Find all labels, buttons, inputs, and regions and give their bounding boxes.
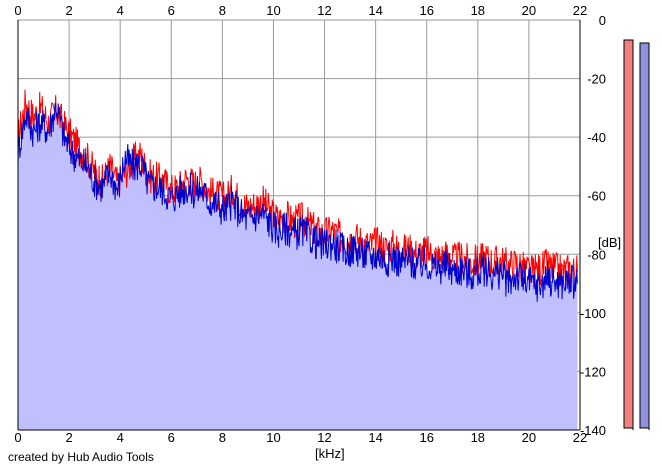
y-tick-label: -140 <box>580 423 606 438</box>
x-tick-label-top: 20 <box>522 3 536 18</box>
x-tick-label-top: 6 <box>168 3 175 18</box>
x-tick-label-top: 22 <box>573 3 587 18</box>
x-axis-top-ticks: 0 2 4 6 8 10 12 14 16 18 20 22 <box>14 3 587 18</box>
x-tick-label-bottom: 14 <box>368 430 382 445</box>
spectrum-series <box>17 89 578 302</box>
spectrum-fill <box>18 103 578 431</box>
x-tick-label-bottom: 6 <box>168 430 175 445</box>
level-meter-right <box>639 42 650 429</box>
spectrum-fill-area <box>18 103 578 431</box>
y-axis-unit-label: [dB] <box>598 235 621 250</box>
x-axis-bottom-ticks: 0 2 4 6 8 10 12 14 16 18 20 22 <box>14 430 587 445</box>
x-tick-label-top: 18 <box>471 3 485 18</box>
x-tick-label-top: 2 <box>65 3 72 18</box>
x-tick-label-bottom: 16 <box>419 430 433 445</box>
plot-axes <box>17 20 581 431</box>
x-tick-label-top: 14 <box>368 3 382 18</box>
x-tick-label-bottom: 22 <box>573 430 587 445</box>
y-tick-label: 0 <box>599 13 606 28</box>
x-tick-label-bottom: 10 <box>266 430 280 445</box>
x-tick-label-top: 8 <box>219 3 226 18</box>
y-tick-label: -40 <box>587 130 606 145</box>
x-tick-label-top: 12 <box>317 3 331 18</box>
x-tick-label-top: 0 <box>14 3 21 18</box>
level-meter-left <box>623 39 634 429</box>
x-tick-label-bottom: 4 <box>117 430 124 445</box>
y-tick-label: -60 <box>587 189 606 204</box>
y-tick-label: -120 <box>580 364 606 379</box>
y-axis-ticks: 0 -20 -40 -60 -80 -100 -120 -140 <box>580 13 606 438</box>
x-tick-label-bottom: 0 <box>14 430 21 445</box>
credit-text: created by Hub Audio Tools <box>8 450 154 464</box>
x-axis-unit-label: [kHz] <box>315 446 345 461</box>
y-tick-label: -20 <box>587 72 606 87</box>
x-tick-label-top: 4 <box>117 3 124 18</box>
x-tick-label-top: 10 <box>266 3 280 18</box>
x-tick-label-bottom: 20 <box>522 430 536 445</box>
x-tick-label-bottom: 8 <box>219 430 226 445</box>
x-tick-label-bottom: 18 <box>471 430 485 445</box>
spectrum-series-blue <box>17 103 578 302</box>
x-tick-label-bottom: 12 <box>317 430 331 445</box>
spectrum-series-red <box>17 89 578 288</box>
y-tick-label: -80 <box>587 247 606 262</box>
x-tick-label-bottom: 2 <box>65 430 72 445</box>
level-meters <box>623 39 650 430</box>
x-tick-label-top: 16 <box>419 3 433 18</box>
y-tick-label: -100 <box>580 306 606 321</box>
